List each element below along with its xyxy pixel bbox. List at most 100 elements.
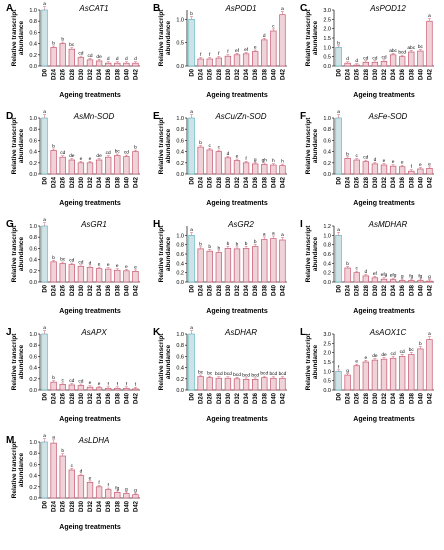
bar: [233, 160, 241, 175]
bar: [417, 280, 424, 283]
bar: [95, 159, 103, 175]
y-tick-label: 0.0: [29, 388, 37, 394]
x-tick-label: D28: [364, 68, 370, 80]
x-tick-label: D0: [337, 392, 343, 400]
bar: [344, 374, 351, 391]
bar: [215, 377, 222, 391]
y-tick-label: 0.5: [323, 55, 331, 61]
y-tick-label: 0.4: [323, 261, 331, 267]
significance-letter: b: [346, 261, 349, 267]
significance-letter: bcd: [224, 371, 232, 377]
bar: [77, 265, 85, 283]
x-tick-label: D24: [346, 68, 352, 80]
significance-letter: e: [80, 157, 83, 162]
x-tick-label: D36: [400, 176, 406, 188]
significance-letter: bcd: [233, 372, 241, 378]
x-tick-label: D42: [133, 68, 139, 80]
significance-letter: cd: [69, 378, 74, 384]
x-tick-label: D26: [61, 68, 67, 80]
bar: [59, 263, 66, 283]
bar: [188, 18, 195, 67]
y-axis-label: Relative transcriptabundance: [305, 333, 319, 391]
x-axis-label: Ageing treatments: [206, 308, 268, 315]
y-tick-label: 0.6: [29, 30, 37, 36]
y-axis-label-line2: abundance: [18, 128, 25, 163]
x-tick-label: D40: [271, 68, 277, 80]
significance-letter: f: [411, 164, 413, 170]
significance-letter: a: [43, 218, 46, 223]
significance-letter: ef: [244, 47, 249, 53]
x-tick-label: D28: [70, 392, 76, 404]
y-tick-label: 0.4: [176, 366, 184, 372]
bar: [399, 280, 406, 283]
significance-letter: b: [337, 40, 340, 46]
bar: [242, 248, 250, 283]
y-tick-label: 0.0: [29, 64, 37, 70]
y-axis-label: Relative transcriptabundance: [11, 9, 25, 67]
y-axis-label-line2: abundance: [165, 344, 172, 379]
bar: [114, 62, 121, 67]
significance-letter: b: [346, 151, 349, 157]
bar: [95, 387, 103, 391]
x-tick-label: D36: [106, 392, 112, 404]
significance-letter: bcd: [269, 371, 277, 377]
x-tick-label: D42: [280, 176, 286, 188]
x-tick-label: D30: [373, 68, 379, 80]
bar: [399, 56, 406, 67]
bar: [353, 272, 360, 283]
significance-letter: abc: [407, 45, 415, 51]
bar: [233, 248, 241, 283]
x-tick-label: D38: [115, 176, 121, 188]
bar: [86, 481, 94, 499]
bar: [188, 333, 195, 391]
x-tick-label: D42: [133, 392, 139, 404]
y-axis-label: Relative transcriptabundance: [11, 333, 25, 391]
chart-panel-b: B AsPOD1 Relative transcriptabundance 0.0 0.…: [153, 3, 287, 99]
bar: [224, 248, 232, 283]
x-tick-label: D0: [43, 500, 49, 508]
significance-letter: cd: [372, 55, 377, 61]
y-tick-label: 0.2: [323, 161, 331, 167]
bar: [408, 170, 415, 175]
y-tick-label: 0.8: [29, 127, 37, 133]
x-tick-label: D30: [373, 176, 379, 188]
significance-letter: f: [117, 381, 119, 387]
y-axis-label: Relative transcriptabundance: [305, 9, 319, 67]
bar: [68, 384, 75, 391]
chart-panel-h: H AsGR2 Relative transcriptabundance 0.0 0.2…: [153, 219, 287, 315]
bar: [270, 30, 277, 67]
x-tick-label: D40: [271, 284, 277, 296]
x-axis-label: Ageing treatments: [353, 308, 415, 315]
y-tick-label: 2.5: [323, 17, 331, 23]
significance-letter: bcd: [279, 371, 287, 377]
significance-letter: bcd: [398, 50, 406, 56]
chart-title: AsLDHA: [78, 436, 110, 445]
bar: [105, 156, 112, 175]
y-axis-label-line1: Relative transcript: [11, 225, 18, 283]
bar: [59, 455, 66, 499]
bar: [233, 54, 241, 67]
bar: [132, 62, 139, 67]
significance-letter: a: [428, 14, 431, 19]
x-tick-label: D28: [217, 176, 223, 188]
y-tick-label: 0.0: [323, 280, 331, 286]
x-tick-label: D36: [106, 284, 112, 296]
x-tick-label: D26: [208, 176, 214, 188]
chart-title: AsCAT1: [78, 4, 108, 13]
x-tick-label: D40: [271, 392, 277, 404]
bar: [206, 58, 213, 67]
panel-letter: K: [153, 327, 161, 338]
significance-letter: b: [419, 341, 422, 347]
y-tick-label: 0.0: [323, 388, 331, 394]
bar: [105, 489, 112, 499]
panel-letter: G: [6, 219, 14, 230]
y-axis-label-line2: abundance: [312, 20, 319, 55]
y-axis-label: Relative transcriptabundance: [158, 225, 172, 283]
bar: [50, 47, 57, 67]
y-tick-label: 0.2: [176, 271, 184, 277]
significance-letter: cd: [78, 259, 83, 265]
significance-letter: e: [364, 356, 367, 361]
y-tick-label: 1.0: [176, 332, 184, 338]
x-tick-label: D28: [217, 284, 223, 296]
y-axis-label-line1: Relative transcript: [11, 333, 18, 391]
